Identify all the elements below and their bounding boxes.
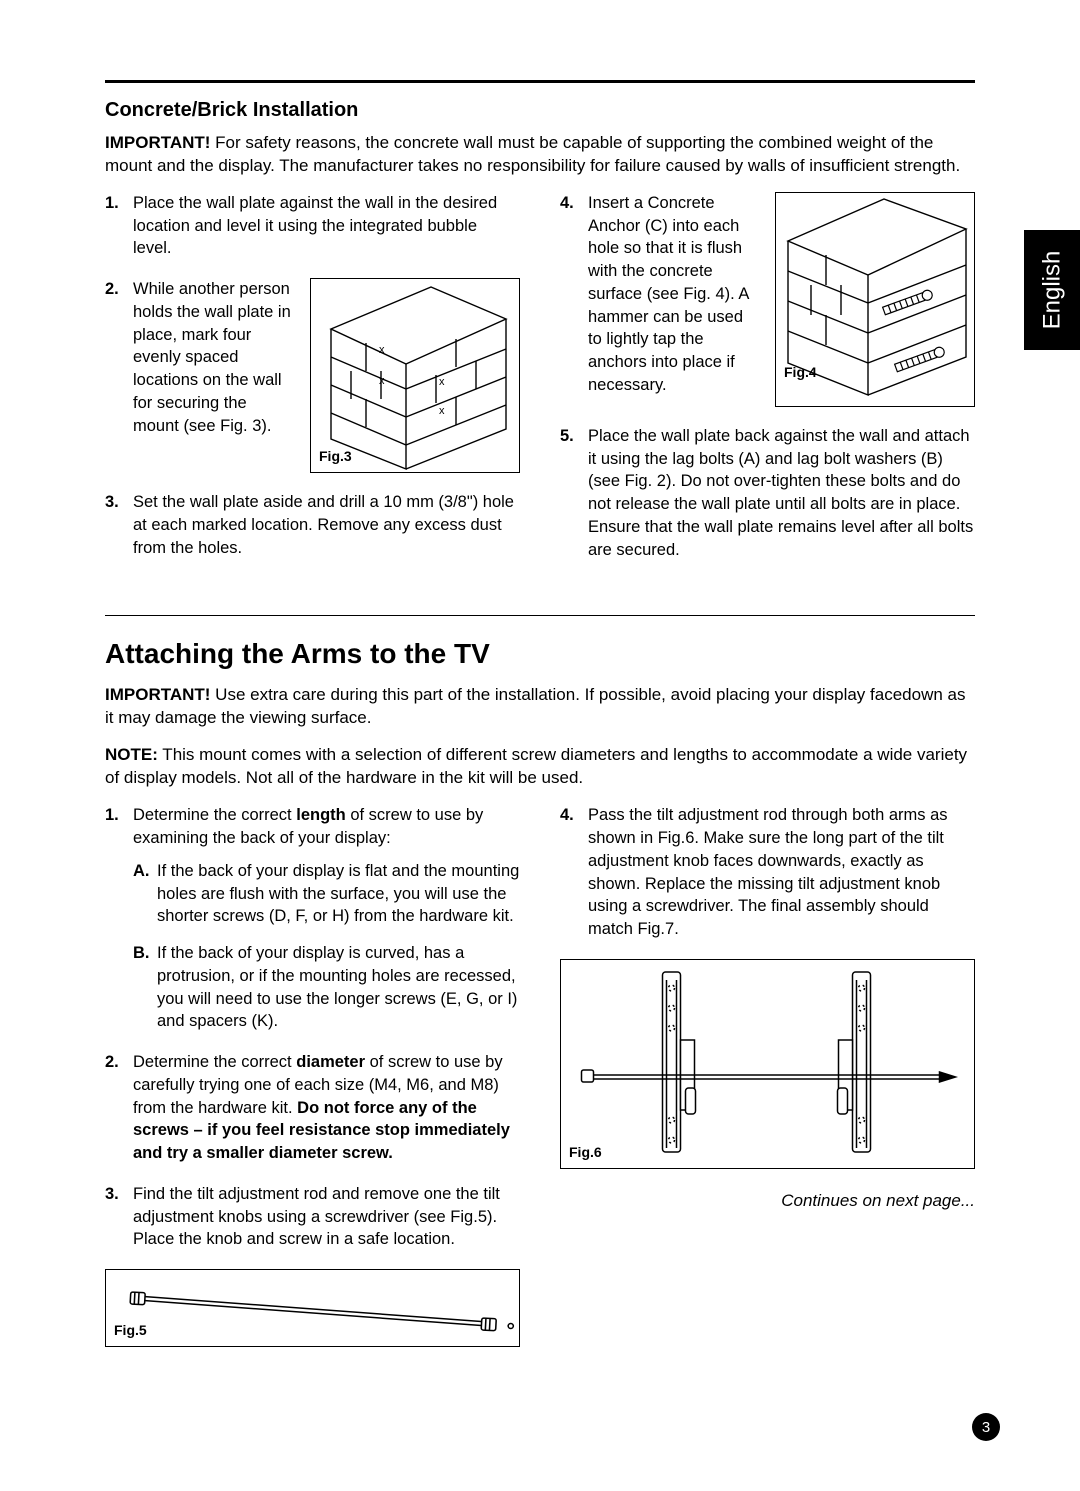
list-item: 3.Set the wall plate aside and drill a 1… xyxy=(105,491,520,559)
step-text: Place the wall plate against the wall in… xyxy=(133,194,497,258)
list-item: B.If the back of your display is curved,… xyxy=(133,942,520,1033)
list-item: 3.Find the tilt adjustment rod and remov… xyxy=(105,1183,520,1251)
important-label: IMPORTANT! xyxy=(105,133,210,152)
rod-icon xyxy=(106,1270,519,1348)
list-item: 1. Determine the correct length of screw… xyxy=(105,804,520,1033)
mid-rule xyxy=(105,615,975,616)
fig3-label: Fig.3 xyxy=(319,447,352,466)
list-item: 5.Place the wall plate back against the … xyxy=(560,425,975,562)
manual-page: English Concrete/Brick Installation IMPO… xyxy=(0,0,1080,1491)
section2-note: NOTE: This mount comes with a selection … xyxy=(105,744,975,790)
brick-wall-icon: x x x x xyxy=(311,279,521,474)
section2-columns: 1. Determine the correct length of screw… xyxy=(105,804,975,1347)
section1-important: IMPORTANT! For safety reasons, the concr… xyxy=(105,132,975,178)
step-text: While another person holds the wall plat… xyxy=(133,278,296,473)
section1-left-col: 1.Place the wall plate against the wall … xyxy=(105,192,520,580)
section2-heading: Attaching the Arms to the TV xyxy=(105,638,975,670)
list-item: 4. Insert a Concrete Anchor (C) into eac… xyxy=(560,192,975,407)
list-item: 2. While another person holds the wall p… xyxy=(105,278,520,473)
important-text: For safety reasons, the concrete wall mu… xyxy=(105,133,960,175)
list-item: 2. Determine the correct diameter of scr… xyxy=(105,1051,520,1165)
step-text: If the back of your display is flat and … xyxy=(157,862,519,926)
fig4-label: Fig.4 xyxy=(784,363,817,382)
language-tab: English xyxy=(1024,230,1080,350)
svg-text:x: x xyxy=(379,344,385,356)
important-label: IMPORTANT! xyxy=(105,685,210,704)
svg-text:x: x xyxy=(439,405,445,417)
section2-right-col: 4.Pass the tilt adjustment rod through b… xyxy=(560,804,975,1347)
figure-6: Fig.6 xyxy=(560,959,975,1169)
arms-assembly-icon xyxy=(561,960,974,1170)
fig6-label: Fig.6 xyxy=(569,1143,602,1162)
step-text: Place the wall plate back against the wa… xyxy=(588,427,973,559)
list-item: 1.Place the wall plate against the wall … xyxy=(105,192,520,260)
list-item: 4.Pass the tilt adjustment rod through b… xyxy=(560,804,975,941)
section1-columns: 1.Place the wall plate against the wall … xyxy=(105,192,975,580)
note-label: NOTE: xyxy=(105,745,158,764)
language-label: English xyxy=(1038,251,1066,330)
section2-left-col: 1. Determine the correct length of screw… xyxy=(105,804,520,1347)
important-text: Use extra care during this part of the i… xyxy=(105,685,965,727)
top-rule xyxy=(105,80,975,83)
svg-text:x: x xyxy=(439,376,445,388)
figure-4: Fig.4 xyxy=(775,192,975,407)
section1-right-col: 4. Insert a Concrete Anchor (C) into eac… xyxy=(560,192,975,580)
section1-heading: Concrete/Brick Installation xyxy=(105,99,975,122)
fig5-label: Fig.5 xyxy=(114,1321,147,1340)
step-text: Determine the correct length of screw to… xyxy=(133,806,483,847)
page-number: 3 xyxy=(972,1413,1000,1441)
step-text: Pass the tilt adjustment rod through bot… xyxy=(588,806,948,938)
step-text: If the back of your display is curved, h… xyxy=(157,944,517,1030)
page-number-text: 3 xyxy=(982,1419,990,1436)
section2-important: IMPORTANT! Use extra care during this pa… xyxy=(105,684,975,730)
step-text: Set the wall plate aside and drill a 10 … xyxy=(133,493,514,557)
continues-text: Continues on next page... xyxy=(560,1189,975,1212)
figure-5: Fig.5 xyxy=(105,1269,520,1347)
list-item: A.If the back of your display is flat an… xyxy=(133,860,520,928)
note-text: This mount comes with a selection of dif… xyxy=(105,745,967,787)
svg-text:x: x xyxy=(379,375,385,387)
step-text: Find the tilt adjustment rod and remove … xyxy=(133,1185,500,1249)
step-text: Determine the correct diameter of screw … xyxy=(133,1053,510,1162)
step-text: Insert a Concrete Anchor (C) into each h… xyxy=(588,192,761,407)
figure-3: x x x x Fig.3 xyxy=(310,278,520,473)
